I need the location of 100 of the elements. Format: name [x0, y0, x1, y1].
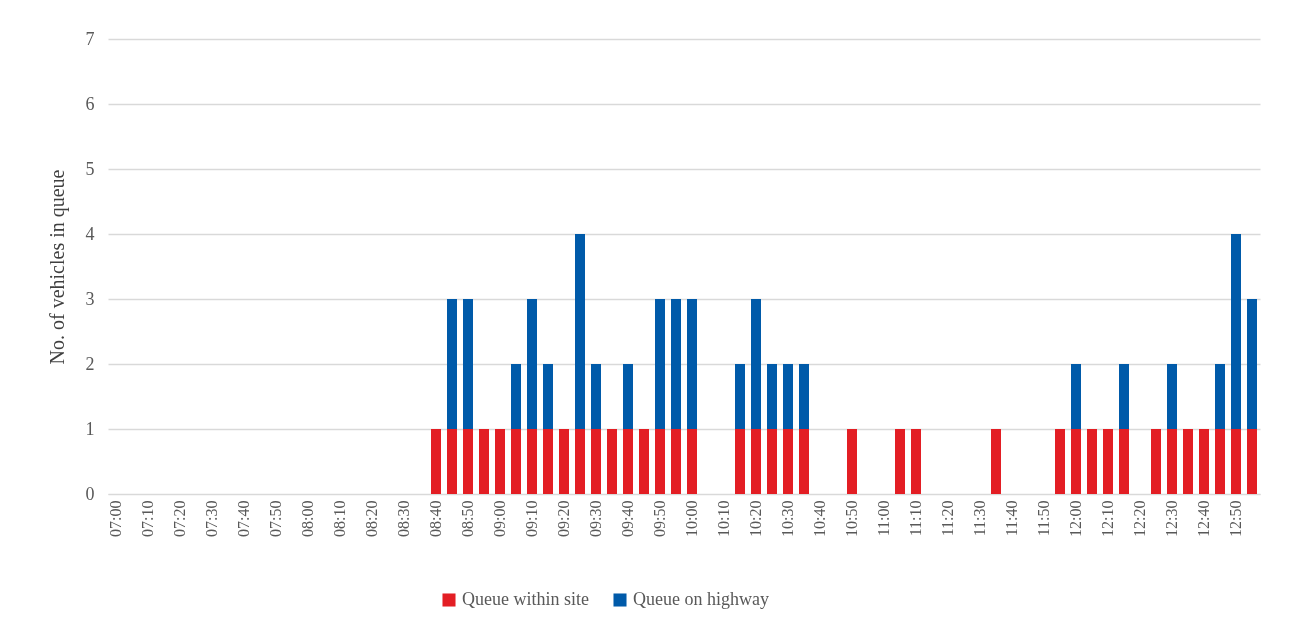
x-tick-label: 11:40 [1003, 500, 1020, 537]
bar [447, 299, 457, 429]
bar [623, 364, 633, 429]
bar [1071, 364, 1081, 429]
bar [735, 429, 745, 494]
bar [1071, 429, 1081, 494]
x-tick-label: 09:00 [491, 500, 508, 537]
x-tick-label: 10:30 [779, 500, 796, 537]
bar [895, 429, 905, 494]
bar [1103, 429, 1113, 494]
x-tick-label: 07:40 [235, 500, 252, 537]
bar [1231, 429, 1241, 494]
bar [447, 429, 457, 494]
bar [751, 299, 761, 429]
bar [1167, 364, 1177, 429]
bar [767, 429, 777, 494]
bar [623, 429, 633, 494]
x-tick-label: 11:10 [907, 500, 924, 537]
bar [1119, 364, 1129, 429]
x-tick-label: 11:00 [875, 500, 892, 537]
bar [687, 299, 697, 429]
bar [479, 429, 489, 494]
x-tick-label: 08:30 [395, 500, 412, 537]
bar [1199, 429, 1209, 494]
x-tick-label: 11:50 [1035, 500, 1052, 537]
x-tick-label: 10:40 [811, 500, 828, 537]
x-tick-label: 12:20 [1131, 500, 1148, 537]
x-tick-label: 07:10 [139, 500, 156, 537]
bar [543, 364, 553, 429]
x-tick-label: 10:10 [715, 500, 732, 537]
bar [575, 429, 585, 494]
bar [767, 364, 777, 429]
bar [559, 429, 569, 494]
y-tick-label: 3 [85, 288, 95, 309]
bar [591, 429, 601, 494]
bar [1215, 364, 1225, 429]
x-tick-label: 11:20 [939, 500, 956, 537]
x-tick-label: 07:00 [107, 500, 124, 537]
bar [543, 429, 553, 494]
x-tick-label: 09:40 [619, 500, 636, 537]
bar [1151, 429, 1161, 494]
bar [1119, 429, 1129, 494]
bar [655, 299, 665, 429]
x-tick-label: 11:30 [971, 500, 988, 537]
x-tick-label: 12:30 [1163, 500, 1180, 537]
y-axis-title: No. of vehicles in queue [45, 169, 69, 365]
y-tick-label: 2 [85, 353, 95, 374]
y-tick-label: 5 [85, 158, 95, 179]
x-tick-label: 08:50 [459, 500, 476, 537]
y-tick-label: 7 [85, 28, 95, 49]
x-tick-label: 08:00 [299, 500, 316, 537]
bar [655, 429, 665, 494]
bar [511, 429, 521, 494]
x-tick-label: 08:20 [363, 500, 380, 537]
bar [495, 429, 505, 494]
y-tick-label: 4 [85, 223, 95, 244]
x-tick-label: 12:10 [1099, 500, 1116, 537]
legend-label: Queue within site [462, 589, 589, 609]
bar [463, 299, 473, 429]
y-tick-label: 0 [85, 483, 95, 504]
bar [527, 299, 537, 429]
bar [1247, 429, 1257, 494]
x-tick-label: 12:00 [1067, 500, 1084, 537]
bar [751, 429, 761, 494]
bar [783, 429, 793, 494]
bar [1087, 429, 1097, 494]
bar [527, 429, 537, 494]
x-tick-label: 09:50 [651, 500, 668, 537]
x-tick-label: 09:30 [587, 500, 604, 537]
bar [799, 429, 809, 494]
bar [847, 429, 857, 494]
bar [1055, 429, 1065, 494]
bar [463, 429, 473, 494]
bar [911, 429, 921, 494]
bar [1183, 429, 1193, 494]
bar [575, 234, 585, 429]
bar [1247, 299, 1257, 429]
bar [687, 429, 697, 494]
bar [1215, 429, 1225, 494]
bar [607, 429, 617, 494]
bar [735, 364, 745, 429]
x-tick-label: 12:40 [1195, 500, 1212, 537]
bar [511, 364, 521, 429]
x-tick-label: 12:50 [1227, 500, 1244, 537]
x-tick-label: 07:20 [171, 500, 188, 537]
bar [591, 364, 601, 429]
bar [1167, 429, 1177, 494]
bar [639, 429, 649, 494]
x-tick-label: 09:20 [555, 500, 572, 537]
x-tick-label: 10:00 [683, 500, 700, 537]
bar [431, 429, 441, 494]
x-tick-label: 10:50 [843, 500, 860, 537]
y-tick-label: 1 [85, 418, 95, 439]
legend-label: Queue on highway [633, 589, 769, 609]
bar [799, 364, 809, 429]
y-tick-label: 6 [85, 93, 95, 114]
x-tick-label: 07:30 [203, 500, 220, 537]
x-tick-label: 08:40 [427, 500, 444, 537]
bar [991, 429, 1001, 494]
bar [671, 299, 681, 429]
